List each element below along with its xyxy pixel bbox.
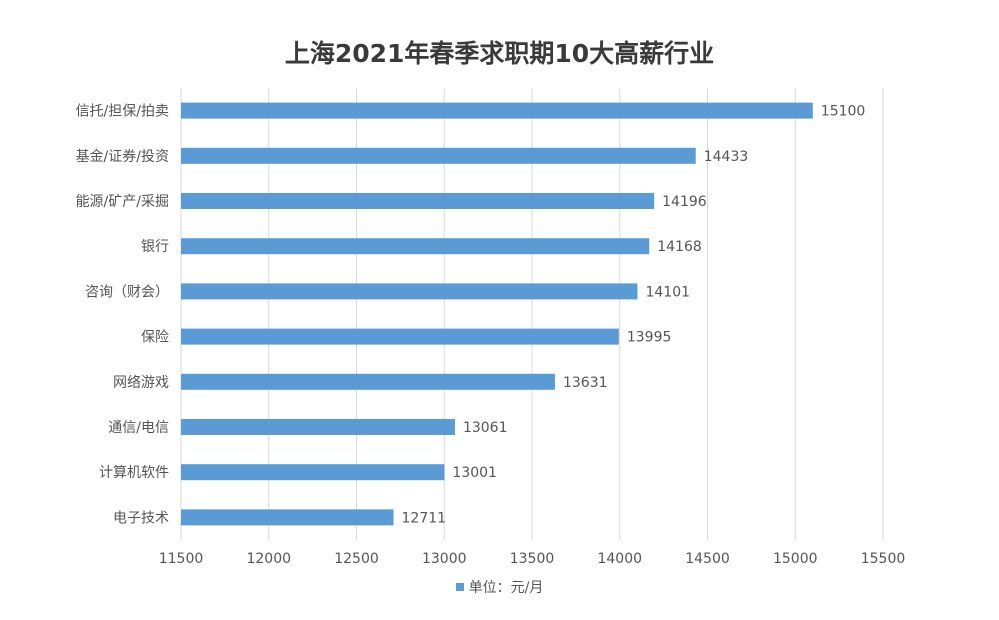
x-tick-label: 15000 bbox=[773, 551, 818, 567]
legend: 单位：元/月 bbox=[0, 577, 999, 597]
x-tick-label: 12500 bbox=[334, 551, 379, 567]
y-tick-label: 能源/矿产/采掘 bbox=[76, 194, 169, 210]
bar bbox=[181, 509, 394, 526]
x-tick-label: 11500 bbox=[159, 551, 204, 567]
bar bbox=[181, 147, 696, 164]
y-tick-label: 咨询（财会） bbox=[85, 284, 169, 300]
y-tick-label: 银行 bbox=[141, 239, 169, 255]
data-label: 14101 bbox=[645, 284, 690, 300]
x-tick-label: 15500 bbox=[861, 551, 906, 567]
data-label: 14433 bbox=[704, 149, 749, 165]
x-tick-label: 13000 bbox=[422, 551, 467, 567]
data-label: 14168 bbox=[657, 239, 702, 255]
chart-title: 上海2021年春季求职期10大高薪行业 bbox=[284, 39, 715, 68]
y-tick-label: 网络游戏 bbox=[113, 375, 169, 391]
data-label: 14196 bbox=[662, 194, 707, 210]
data-label: 13995 bbox=[627, 330, 672, 346]
y-tick-label: 电子技术 bbox=[113, 510, 169, 526]
data-label: 15100 bbox=[821, 104, 866, 120]
bar bbox=[181, 102, 813, 119]
y-tick-label: 保险 bbox=[141, 330, 169, 346]
data-label: 13631 bbox=[563, 375, 608, 391]
legend-swatch bbox=[455, 583, 464, 591]
bar bbox=[181, 419, 455, 435]
x-tick-label: 12000 bbox=[246, 551, 291, 567]
data-label: 12711 bbox=[402, 510, 447, 526]
bar bbox=[181, 328, 619, 345]
y-tick-label: 计算机软件 bbox=[99, 465, 169, 481]
data-label: 13001 bbox=[452, 465, 497, 481]
y-tick-label: 信托/担保/拍卖 bbox=[76, 104, 169, 120]
x-tick-label: 14000 bbox=[597, 551, 642, 567]
y-tick-label: 基金/证券/投资 bbox=[76, 148, 169, 165]
data-label: 13061 bbox=[463, 420, 508, 436]
bar bbox=[181, 193, 655, 209]
x-tick-label: 14500 bbox=[685, 551, 730, 567]
bar bbox=[181, 238, 650, 255]
y-tick-label: 通信/电信 bbox=[108, 420, 169, 436]
bar bbox=[181, 373, 555, 390]
bar bbox=[181, 464, 445, 481]
bar bbox=[181, 283, 638, 300]
legend-label: 单位：元/月 bbox=[468, 580, 544, 596]
x-tick-label: 13500 bbox=[510, 551, 555, 567]
